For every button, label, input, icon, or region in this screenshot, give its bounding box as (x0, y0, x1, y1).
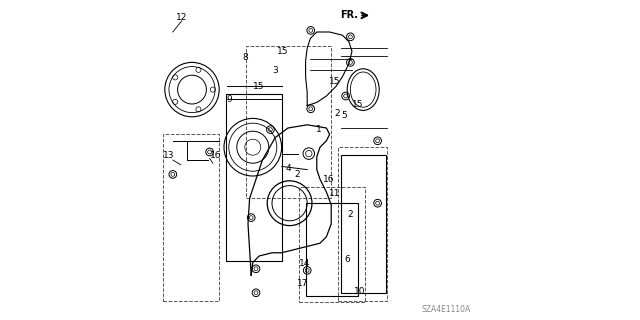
Text: 13: 13 (163, 151, 175, 160)
Text: 6: 6 (344, 255, 350, 264)
Text: 4: 4 (286, 164, 291, 172)
Text: 10: 10 (355, 287, 365, 296)
Text: 11: 11 (329, 189, 340, 198)
Text: 2: 2 (335, 109, 340, 118)
Text: 2: 2 (348, 210, 353, 219)
Text: 1: 1 (316, 125, 321, 134)
Text: 16: 16 (211, 151, 221, 160)
Bar (163, 134, 219, 301)
Text: 15: 15 (329, 77, 340, 86)
Text: 16: 16 (323, 175, 335, 184)
Text: 12: 12 (176, 13, 188, 22)
Text: 14: 14 (299, 260, 310, 268)
Text: 8: 8 (242, 53, 248, 62)
Bar (340, 155, 385, 293)
Bar (306, 203, 358, 296)
Text: 9: 9 (226, 95, 232, 104)
Text: FR.: FR. (340, 10, 358, 20)
Text: 15: 15 (253, 82, 265, 91)
Bar (300, 187, 365, 302)
Bar (338, 147, 387, 301)
Text: 3: 3 (273, 66, 278, 75)
Text: SZA4E1110A: SZA4E1110A (421, 305, 470, 314)
Bar (226, 94, 282, 261)
Text: 17: 17 (297, 279, 308, 288)
Bar (246, 46, 332, 198)
Text: 2: 2 (294, 170, 300, 179)
Text: 15: 15 (352, 100, 363, 108)
Text: 5: 5 (342, 111, 348, 120)
Text: 15: 15 (276, 47, 288, 56)
